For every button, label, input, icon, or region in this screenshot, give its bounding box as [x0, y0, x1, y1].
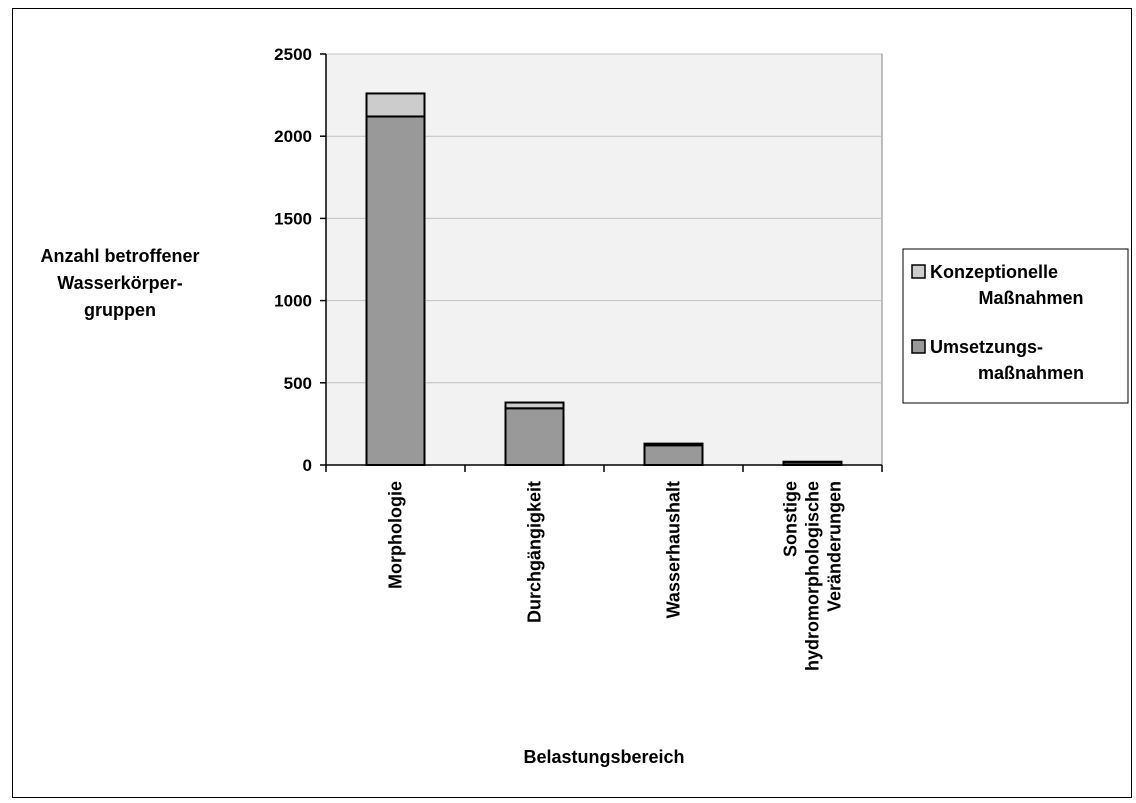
bar-konzeption-2: [643, 442, 704, 447]
y-tick-label-0: 0: [303, 456, 312, 475]
x-tick-label-line: Sonstige: [781, 481, 801, 557]
x-tick-label-line: Durchgängigkeit: [525, 481, 545, 623]
legend: Konzeptionelle Maßnahmen Umsetzungs-maßnah…: [902, 248, 1129, 404]
legend-label-0-0: Konzeptionelle: [930, 262, 1058, 282]
x-axis-title: Belastungsbereich: [523, 747, 684, 767]
bar-konzeption-0: [365, 92, 426, 118]
legend-label-1-1: maßnahmen: [978, 363, 1084, 383]
x-tick-label-line: Veränderungen: [825, 481, 845, 612]
y-axis-title-line-1: Wasserkörper-: [57, 273, 182, 293]
x-tick-label-3: Sonstige hydromorphologische Veränderungen: [781, 481, 845, 671]
bar-konzeption-3: [782, 460, 843, 464]
y-tick-label-1500: 1500: [274, 209, 312, 228]
x-tick-label-0: Morphologie: [386, 481, 406, 589]
y-axis-title: Anzahl betroffener Wasserkörper-gruppen: [40, 246, 199, 320]
y-axis-title-line-2: gruppen: [84, 300, 156, 320]
legend-swatch-0: [911, 264, 926, 279]
axes: [320, 53, 883, 472]
x-tick-label-2: Wasserhaushalt: [664, 481, 684, 618]
legend-box: [902, 248, 1129, 404]
legend-swatch-1: [911, 339, 926, 354]
y-tick-labels: 0 500 1000 1500 2000 2500: [274, 45, 312, 475]
y-tick-label-2500: 2500: [274, 45, 312, 64]
bar-umsetzung-2: [643, 444, 704, 467]
legend-label-1-0: Umsetzungs-: [930, 337, 1043, 357]
x-tick-labels: Morphologie Durchgängigkeit Wasserhaushalt…: [386, 481, 845, 671]
bar-umsetzung-0: [365, 115, 426, 467]
y-tick-label-1000: 1000: [274, 292, 312, 311]
bar-umsetzung-1: [504, 407, 565, 467]
bars: [365, 92, 843, 467]
x-tick-label-line: hydromorphologische: [803, 481, 823, 671]
bar-konzeption-1: [504, 401, 565, 410]
y-tick-label-2000: 2000: [274, 127, 312, 146]
y-tick-label-500: 500: [284, 374, 312, 393]
y-axis-title-line-0: Anzahl betroffener: [40, 246, 199, 266]
x-tick-label-line: Morphologie: [386, 481, 406, 589]
x-tick-label-line: Wasserhaushalt: [664, 481, 684, 618]
x-tick-label-1: Durchgängigkeit: [525, 481, 545, 623]
legend-label-0-1: Maßnahmen: [978, 288, 1083, 308]
